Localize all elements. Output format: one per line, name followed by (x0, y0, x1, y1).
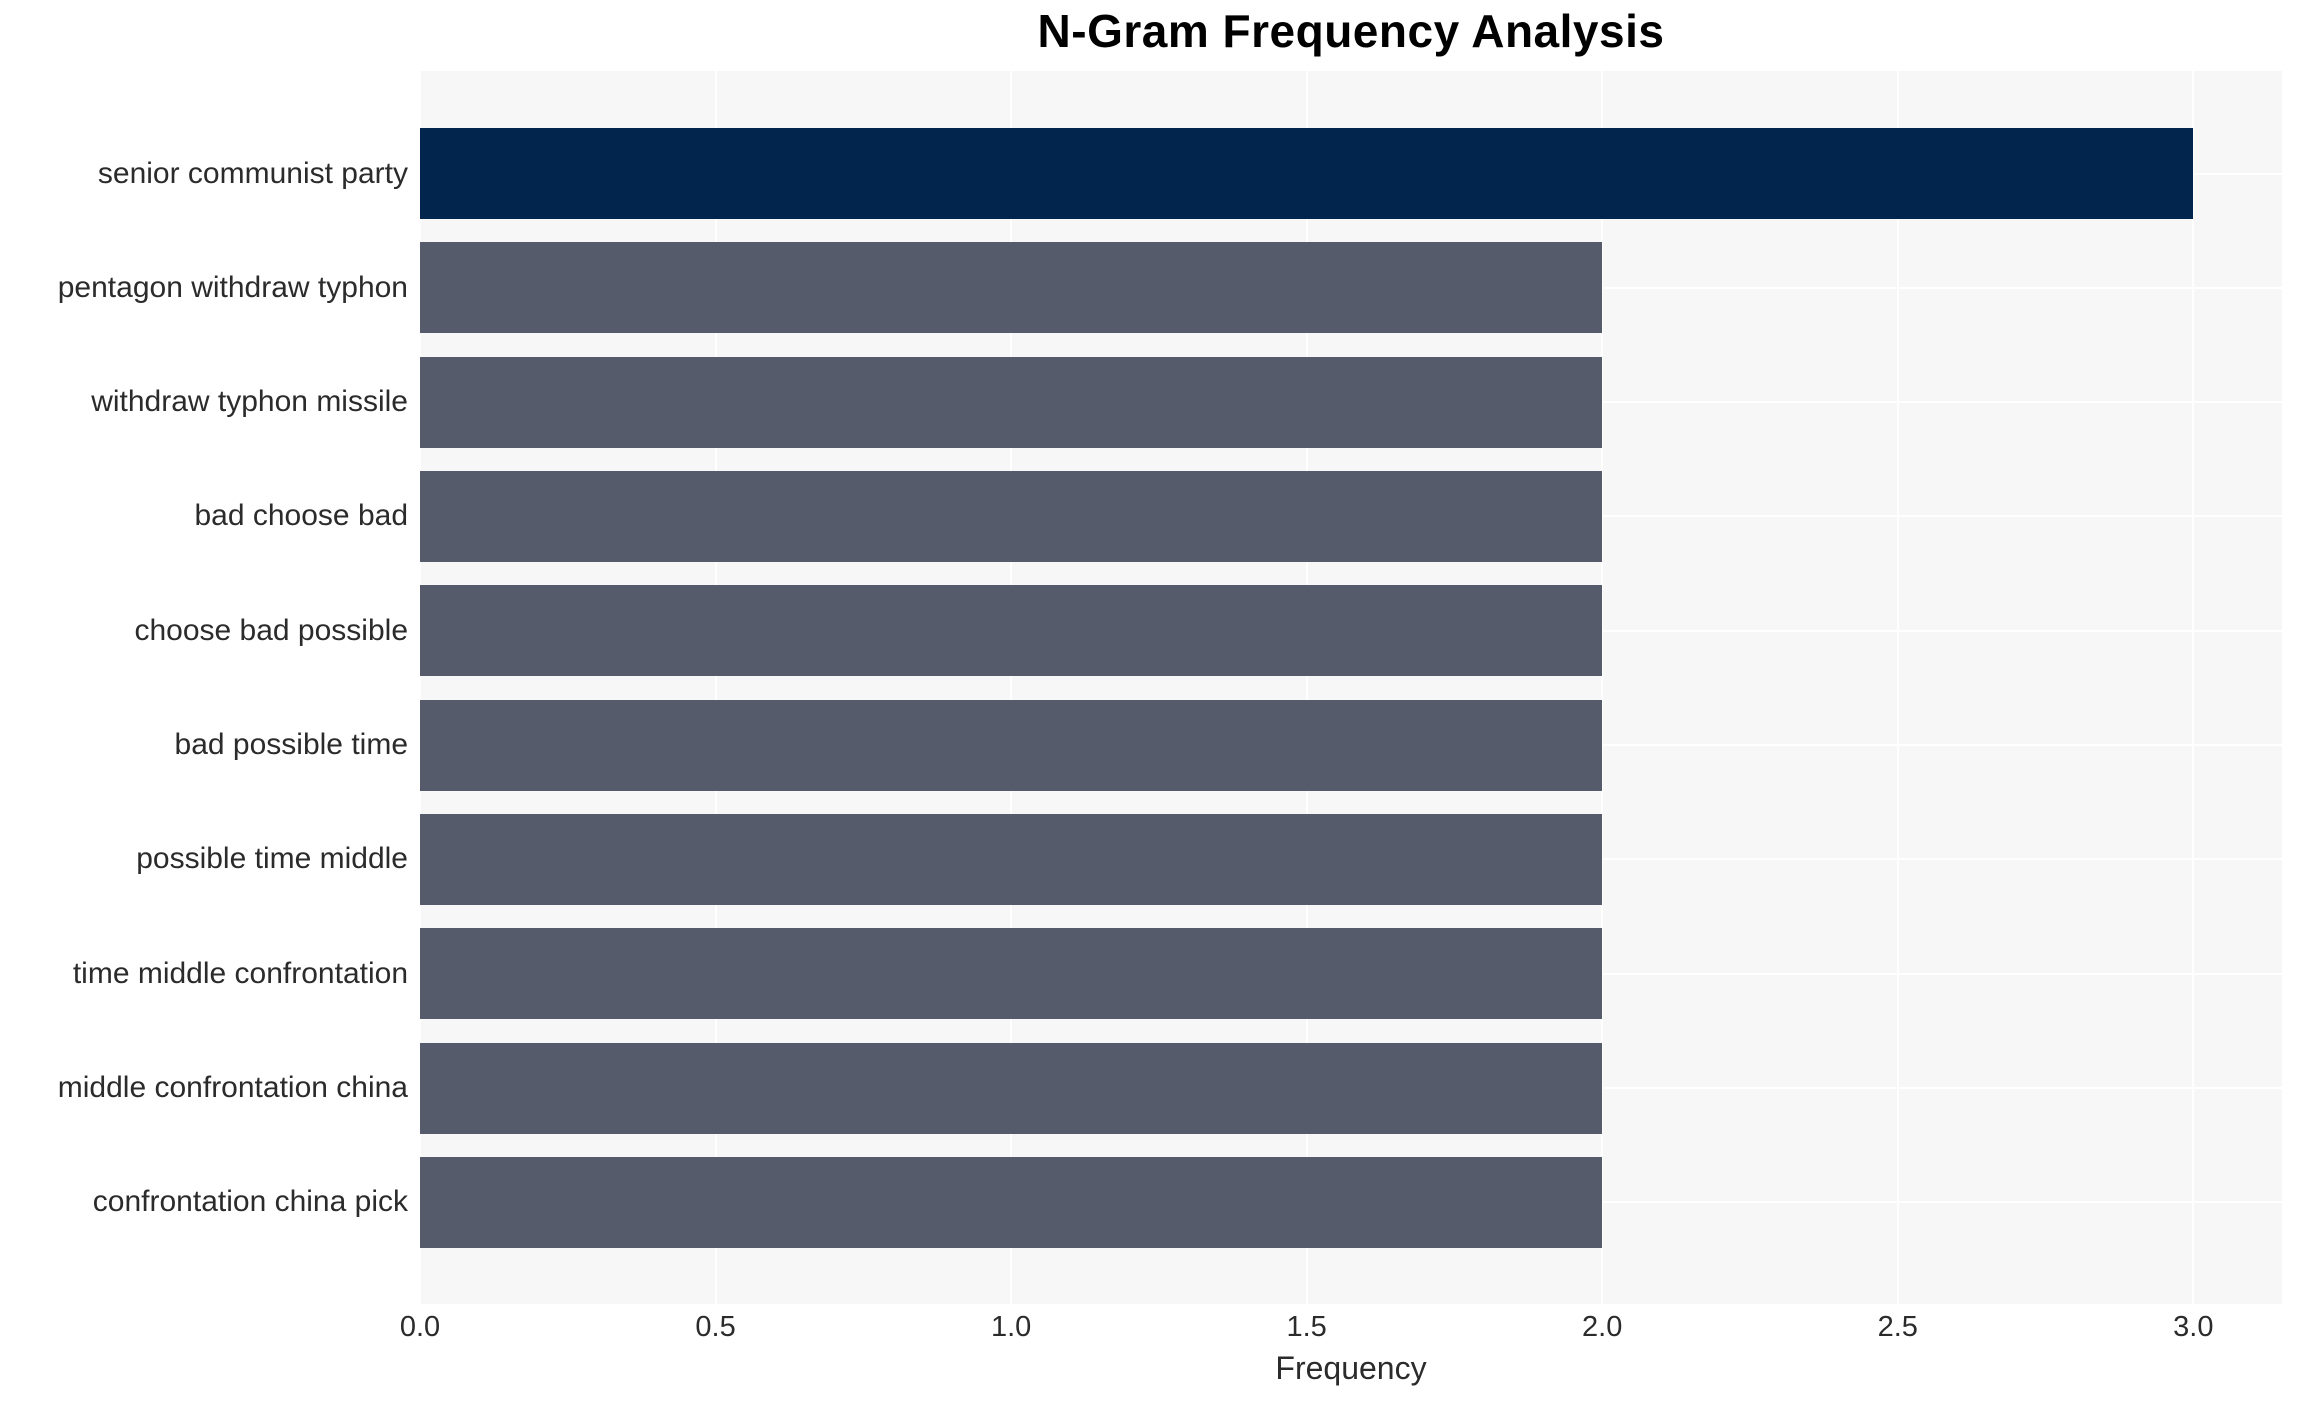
bar (420, 1042, 1603, 1134)
x-tick-label: 1.5 (1286, 1311, 1327, 1343)
x-tick-label: 0.5 (695, 1311, 736, 1343)
category-label: middle confrontation china (57, 1071, 408, 1105)
x-gridline (714, 71, 717, 1304)
x-tick-label: 0.0 (399, 1311, 441, 1343)
x-axis-label: Frequency (1275, 1350, 1427, 1386)
chart-title: N-Gram Frequency Analysis (1037, 5, 1665, 57)
x-tick-label: 2.5 (1877, 1311, 1918, 1343)
x-tick-label: 2.0 (1582, 1311, 1623, 1343)
bar (420, 813, 1603, 905)
x-gridline (420, 71, 421, 1304)
x-tick-label: 3.0 (2173, 1311, 2214, 1343)
category-label: withdraw typhon missile (91, 385, 408, 419)
plot-area (420, 71, 2282, 1304)
bar (420, 585, 1603, 677)
category-label: choose bad possible (134, 613, 408, 647)
x-gridline (1601, 71, 1604, 1304)
bar (420, 128, 2194, 219)
bar (420, 242, 1603, 334)
bar (420, 470, 1603, 562)
category-label: senior communist party (97, 156, 408, 190)
bar (420, 928, 1603, 1020)
x-gridline (2192, 71, 2195, 1304)
category-label: confrontation china pick (92, 1185, 408, 1219)
x-tick-label: 1.0 (990, 1311, 1032, 1343)
x-gridline (1896, 71, 1899, 1304)
category-label: bad possible time (174, 728, 408, 762)
bar (420, 356, 1603, 448)
x-gridline (1010, 71, 1013, 1304)
x-gridline (1305, 71, 1308, 1304)
category-label: possible time middle (136, 842, 408, 876)
bar (420, 699, 1603, 791)
category-label: bad choose bad (194, 499, 408, 533)
category-label: pentagon withdraw typhon (57, 270, 408, 304)
category-label: time middle confrontation (72, 956, 408, 990)
bar (420, 1156, 1603, 1248)
